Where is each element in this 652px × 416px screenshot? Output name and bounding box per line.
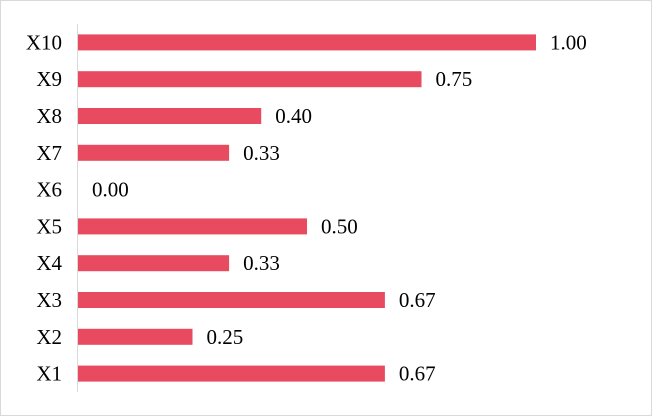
category-label-x5: X5 (36, 214, 62, 238)
bar-x2 (78, 328, 193, 345)
bar-x8 (78, 108, 262, 124)
value-label-x9: 0.75 (436, 67, 473, 91)
category-label-x6: X6 (36, 178, 62, 202)
category-label-x2: X2 (36, 325, 62, 349)
bar-x3 (78, 292, 385, 308)
bar-x5 (78, 218, 307, 235)
bar-x1 (78, 365, 385, 382)
category-label-x7: X7 (36, 141, 62, 165)
bar-x7 (78, 144, 230, 161)
value-label-x5: 0.50 (321, 214, 358, 238)
category-label-x10: X10 (26, 30, 62, 54)
value-label-x8: 0.40 (275, 104, 312, 128)
bars-group (78, 34, 536, 382)
bar-x9 (78, 71, 422, 88)
value-label-x6: 0.00 (92, 178, 129, 202)
category-label-x4: X4 (36, 251, 62, 275)
value-label-x3: 0.67 (399, 288, 436, 312)
value-label-x4: 0.33 (243, 251, 280, 275)
category-label-x9: X9 (36, 67, 62, 91)
value-label-x2: 0.25 (207, 325, 244, 349)
bar-x10 (78, 34, 536, 51)
category-label-x1: X1 (36, 362, 62, 386)
value-label-x1: 0.67 (399, 362, 436, 386)
value-label-x7: 0.33 (243, 141, 280, 165)
bar-x4 (78, 255, 230, 272)
value-labels-group: 0.67 0.25 0.67 0.33 0.50 0.00 0.33 0.40 0.75 1.00 (92, 30, 587, 385)
category-label-x8: X8 (36, 104, 62, 128)
category-label-x3: X3 (36, 288, 62, 312)
value-label-x10: 1.00 (550, 30, 587, 54)
category-labels-group: X1 X2 X3 X4 X5 X6 X7 X8 X9 X10 (26, 30, 63, 385)
